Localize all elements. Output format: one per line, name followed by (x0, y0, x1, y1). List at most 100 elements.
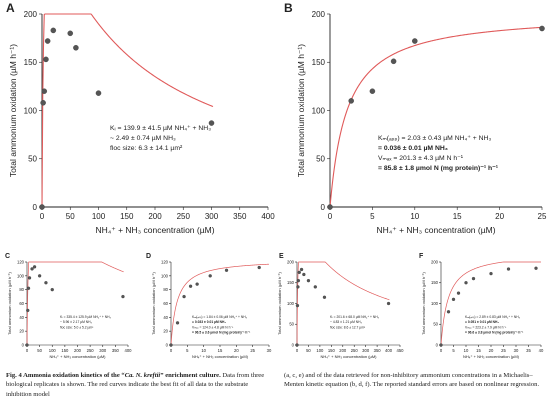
annotation-d: = 96.5 ± 3.6 µmol N (mg protein)⁻¹ h⁻¹ (192, 331, 250, 335)
x-tick-label-d: 30 (267, 348, 272, 353)
x-tick-label-a: 250 (177, 212, 191, 221)
data-point-f (471, 276, 476, 281)
y-tick-label-d: 40 (163, 315, 168, 320)
fit-curve-e (296, 261, 390, 346)
x-axis-label-c: NH₄⁺ + NH₃ concentration (µM) (49, 354, 106, 359)
y-tick-label-b: 100 (312, 106, 326, 115)
x-tick-label-a: 0 (40, 212, 45, 221)
x-tick-label-e: 200 (339, 348, 347, 353)
data-point-c (26, 308, 30, 313)
y-tick-label-b: 150 (312, 58, 326, 67)
data-point-b (327, 204, 333, 210)
x-tick-label-b: 10 (410, 212, 419, 221)
data-point-f (451, 297, 456, 302)
x-tick-label-f: 40 (539, 348, 544, 353)
data-point-c (44, 281, 48, 285)
x-tick-label-e: 250 (351, 348, 359, 353)
y-axis-label-a: Total ammonium oxidation (µM h⁻¹) (8, 44, 18, 177)
y-tick-label-c: 60 (19, 301, 24, 306)
data-point-a (67, 30, 74, 37)
fit-curve-a (41, 13, 214, 208)
data-point-e (296, 279, 301, 283)
y-tick-label-c: 0 (22, 342, 25, 347)
data-point-e (297, 270, 301, 275)
x-tick-label-a: 50 (66, 212, 75, 221)
data-point-d (208, 274, 212, 278)
x-tick-label-e: 450 (397, 348, 405, 353)
figure-panels: A0 50 100 150 200 250 300 350 400050100150200NH₄… (5, 1, 547, 359)
data-point-e (299, 267, 304, 272)
y-tick-label-a: 100 (24, 106, 38, 115)
annotation-e: floc size: 8.6 ± 12.7 µm² (330, 325, 366, 329)
x-axis-label-b: NH₄⁺ + NH₃ concentration (µM) (376, 225, 495, 235)
data-point-c (37, 274, 42, 278)
annotation-c: ~ 5.96 ± 2.17 µM NH₃ (60, 320, 93, 324)
caption-left: Fig. 4 Ammonia oxidation kinetics of the… (6, 371, 268, 399)
data-point-d (257, 265, 261, 270)
annotation-b: Kₘ(ₐₚₚ) = 2.03 ± 0.43 µM NH₄⁺ + NH₃ (378, 135, 491, 142)
data-point-d (224, 268, 229, 272)
data-point-d (169, 343, 173, 347)
annotation-e: Kᵢ = 201.6 ± 68.0 µM NH₄⁺ + NH₃ (330, 315, 380, 319)
y-tick-label-c: 120 (17, 259, 25, 264)
data-point-f (489, 271, 493, 276)
y-tick-label-d: 60 (163, 301, 168, 306)
data-point-a (208, 120, 215, 126)
data-point-c (121, 294, 125, 299)
y-tick-label-a: 0 (33, 203, 38, 212)
y-tick-label-a: 200 (24, 10, 38, 19)
x-tick-label-e: 100 (316, 348, 324, 353)
data-point-c (27, 276, 32, 280)
y-tick-label-c: 20 (19, 329, 24, 334)
data-point-a (41, 88, 48, 94)
x-tick-label-d: 10 (201, 348, 206, 353)
x-tick-label-a: 350 (233, 212, 247, 221)
x-tick-label-b: 25 (538, 212, 547, 221)
x-tick-label-c: 50 (37, 348, 42, 353)
x-tick-label-d: 0 (170, 348, 173, 353)
annotation-f: Kₘ(ₐₚₚ) = 2.89 ± 0.83 µM NH₄⁺ + NH₃ (465, 315, 521, 319)
x-tick-label-c: 400 (125, 348, 133, 353)
data-point-a (39, 204, 45, 210)
data-point-c (32, 265, 37, 269)
data-point-c (50, 288, 54, 292)
y-tick-label-d: 80 (163, 287, 168, 292)
x-tick-label-d: 20 (234, 348, 239, 353)
data-point-b (369, 88, 376, 94)
y-tick-label-f: 0 (436, 342, 439, 347)
y-tick-label-b: 0 (321, 203, 326, 212)
y-tick-label-e: 0 (292, 342, 295, 347)
x-tick-label-a: 300 (205, 212, 219, 221)
annotation-d: = 0.033 ± 0.01 µM NH₃ (192, 320, 226, 324)
data-point-e (386, 301, 391, 306)
y-tick-label-b: 200 (312, 10, 326, 19)
x-tick-label-e: 50 (306, 348, 311, 353)
y-axis-label-c: Total ammonium oxidation (µM h⁻¹) (7, 272, 12, 335)
data-point-a (43, 56, 49, 63)
y-tick-label-f: 200 (431, 259, 439, 264)
panel-label-e: E (279, 253, 284, 260)
data-point-f (534, 266, 538, 270)
data-point-d (182, 294, 186, 299)
fit-curve-f (440, 261, 541, 346)
data-point-d (175, 321, 180, 325)
y-tick-label-e: 50 (289, 322, 294, 327)
x-tick-label-a: 400 (261, 212, 275, 221)
x-tick-label-b: 5 (370, 212, 375, 221)
y-tick-label-d: 0 (166, 342, 169, 347)
panel-label-d: D (146, 253, 151, 260)
annotation-d: Vₘₐₓ = 124.0 ± 4.8 µM N h⁻¹ (192, 325, 234, 329)
annotation-a: ~ 2.49 ± 0.74 µM NH₃ (110, 135, 176, 142)
x-tick-label-e: 150 (328, 348, 336, 353)
panel-label-a: A (6, 1, 15, 15)
y-tick-label-e: 200 (287, 259, 295, 264)
x-tick-label-f: 30 (514, 348, 519, 353)
data-point-a (50, 27, 57, 34)
x-tick-label-c: 250 (87, 348, 95, 353)
data-point-c (30, 267, 34, 271)
data-point-b (348, 98, 354, 104)
x-tick-label-e: 0 (296, 348, 299, 353)
x-axis-label-f: NH₄⁺ + NH₃ concentration (µM) (463, 354, 520, 359)
annotation-a: Kᵢ = 139.9 ± 41.5 µM NH₄⁺ + NH₃ (110, 125, 211, 132)
y-axis-label-b: Total ammonium oxidation (µM h⁻¹) (296, 44, 306, 177)
